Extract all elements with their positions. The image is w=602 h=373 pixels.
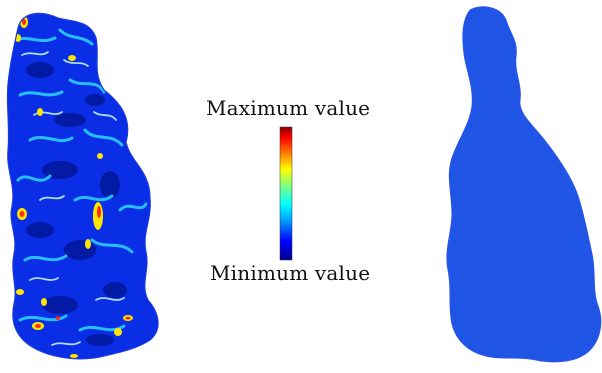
colorbar-max-label: Maximum value [206, 96, 371, 120]
colorbar [279, 126, 293, 261]
left-red-hotspots [19, 19, 131, 328]
left-error-map [7, 13, 159, 359]
left-light-streaks [21, 51, 125, 346]
left-cyan-streaks [13, 28, 148, 332]
colorbar-min-label: Minimum value [210, 261, 371, 285]
